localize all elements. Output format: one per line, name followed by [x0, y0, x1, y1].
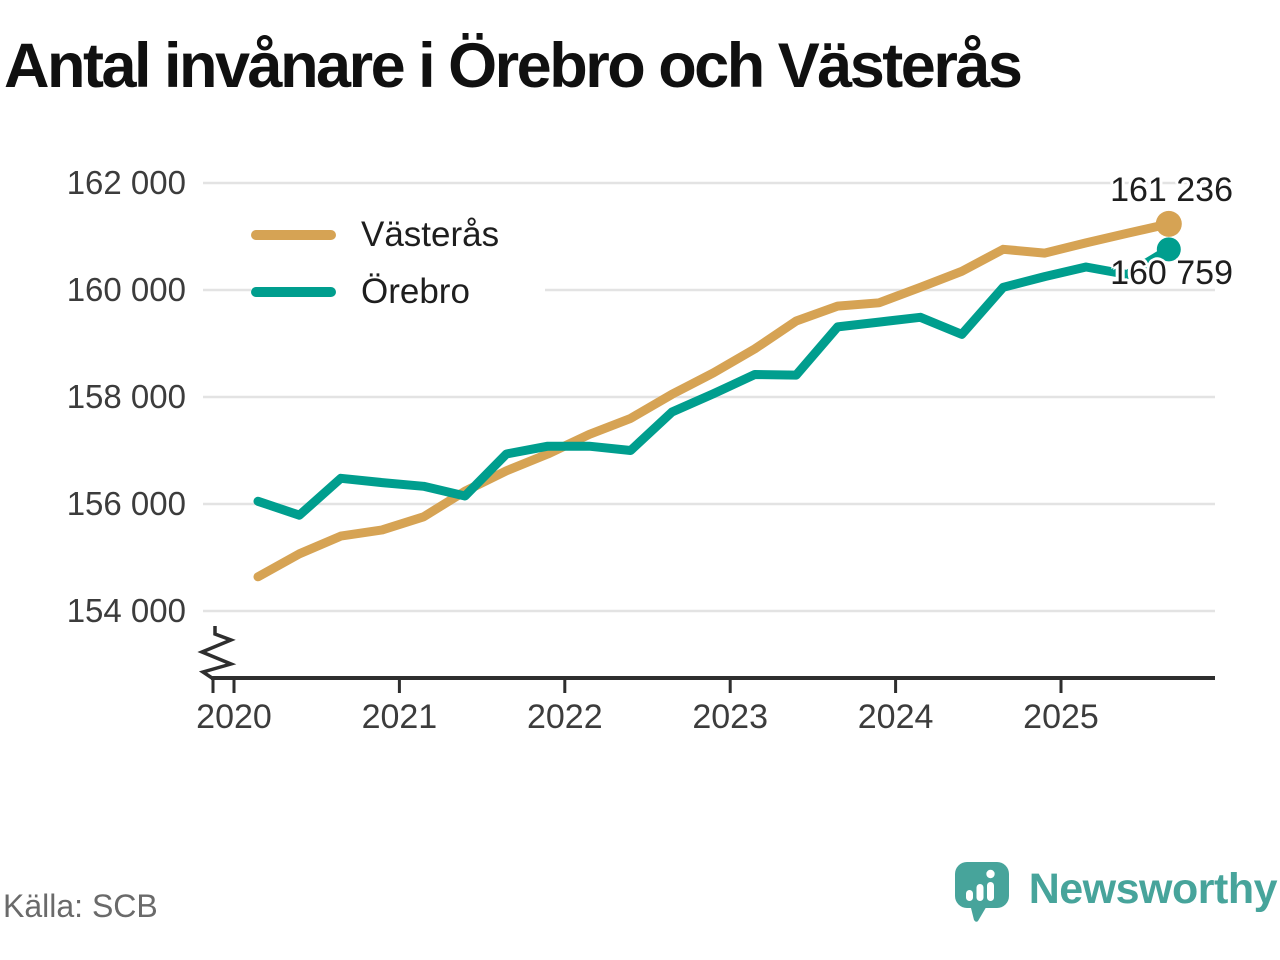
- legend-item-vasteras: Västerås: [251, 206, 499, 263]
- legend-item-orebro: Örebro: [251, 263, 499, 320]
- y-axis-label: 158 000: [66, 378, 186, 415]
- x-axis-label: 2020: [196, 698, 272, 736]
- logo-bar-3: [986, 882, 994, 901]
- source-note: Källa: SCB: [3, 888, 158, 924]
- end-value-vasteras: 161 236: [1110, 170, 1233, 209]
- logo-bar-2: [976, 884, 984, 901]
- logo-bar-1: [965, 890, 973, 901]
- legend: Västerås Örebro: [251, 206, 546, 320]
- logo-dot: [986, 869, 995, 879]
- x-axis-label: 2023: [692, 698, 768, 736]
- legend-swatch-vasteras: [251, 229, 336, 240]
- end-value-orebro: 160 759: [1110, 254, 1233, 293]
- legend-swatch-orebro: [251, 286, 336, 297]
- x-axis-label: 2025: [1023, 698, 1099, 736]
- newsworthy-wordmark: Newsworthy: [1028, 864, 1278, 913]
- end-dot-orebro: [1156, 237, 1181, 262]
- x-axis-label: 2024: [857, 698, 934, 736]
- series-line-orebro: [253, 244, 1174, 520]
- legend-label-vasteras: Västerås: [361, 214, 500, 254]
- axis-break-zigzag: [197, 626, 237, 680]
- logo-bubble-tail: [969, 904, 988, 922]
- series-line-vasteras: [253, 219, 1174, 582]
- legend-label-orebro: Örebro: [361, 271, 470, 311]
- y-axis-label: 156 000: [66, 485, 186, 522]
- y-axis-label: 154 000: [66, 592, 186, 629]
- end-dot-vasteras: [1155, 210, 1182, 237]
- y-axis-label: 160 000: [66, 271, 186, 308]
- newsworthy-logo: Newsworthy: [954, 862, 1278, 924]
- x-axis-label: 2021: [361, 698, 438, 736]
- y-axis-label: 162 000: [66, 164, 186, 201]
- x-axis-label: 2022: [526, 698, 603, 736]
- chart-title: Antal invånare i Örebro och Västerås: [4, 31, 1023, 101]
- newsworthy-logo-icon: [954, 862, 1009, 922]
